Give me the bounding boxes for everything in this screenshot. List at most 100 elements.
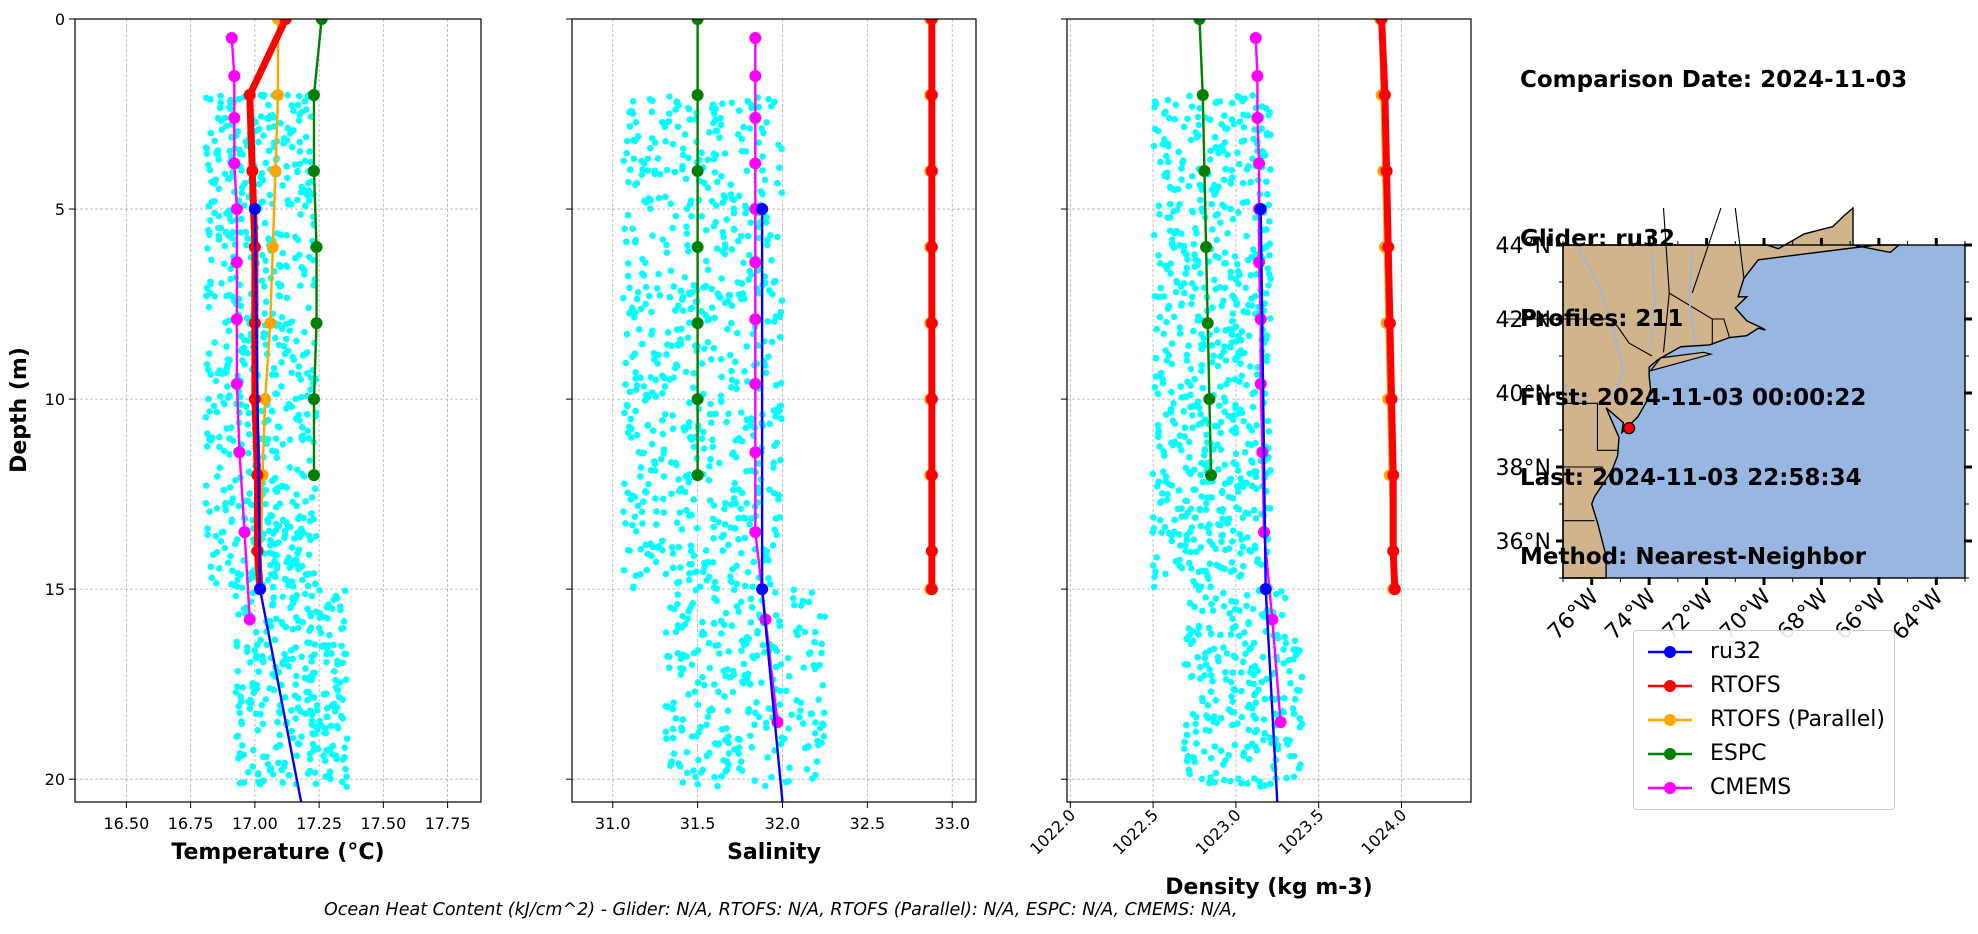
glider-point [207,280,214,288]
glider-point [1266,734,1273,741]
glider-point [1214,653,1222,661]
glider-point [733,385,740,392]
glider-point [764,754,771,761]
glider-point [679,779,687,786]
glider-point [695,756,702,764]
glider-point [1217,714,1225,722]
glider-point [818,640,826,648]
glider-point [1259,653,1267,661]
glider-point [703,576,711,584]
glider-point [681,131,689,138]
glider-point [307,612,315,620]
glider-point [1169,236,1176,243]
glider-point [1252,715,1259,722]
glider-point [1228,597,1235,605]
glider-point [661,383,669,390]
info-panel: Comparison Date: 2024-11-03 Glider: ru32… [1520,14,1907,597]
glider-point [1243,232,1250,240]
glider-point [1222,757,1229,764]
glider-point [289,599,297,607]
glider-point [213,150,220,157]
series-point [1254,203,1267,216]
glider-point [214,114,222,122]
glider-point [673,519,681,526]
glider-point [1265,111,1272,119]
glider-point [728,376,736,384]
glider-point [1155,293,1162,301]
glider-point [743,205,750,213]
glider-point [776,313,784,321]
glider-point [1156,313,1164,321]
glider-point [1249,92,1257,99]
glider-point [305,435,313,442]
glider-point [673,579,681,587]
glider-point [215,565,223,572]
glider-point [276,709,284,717]
series-point [315,19,328,25]
glider-point [302,498,309,505]
glider-point [216,104,224,112]
glider-point [1298,673,1306,681]
glider-point [1201,672,1208,679]
glider-point [1202,506,1210,514]
glider-point [709,101,717,108]
glider-point [1183,635,1190,643]
glider-point [226,147,234,155]
glider-point [796,713,803,721]
glider-point [712,410,719,418]
glider-point [710,523,718,531]
glider-point [1167,260,1175,267]
glider-point [678,325,685,333]
glider-point [1197,583,1205,590]
glider-point [1252,699,1260,706]
plot-area [202,19,351,802]
glider-point [1217,418,1225,426]
glider-point [646,144,654,152]
legend-item-ru32: ru32 [1640,637,1890,667]
glider-point [257,710,264,718]
glider-point [258,407,265,415]
glider-point [1212,187,1220,195]
glider-point [262,159,270,167]
glider-point [1296,647,1303,654]
glider-point [1183,731,1191,739]
glider-point [1239,483,1247,491]
glider-point [1198,459,1205,467]
glider-point [1209,226,1216,233]
series-point [269,165,282,178]
glider-point [220,260,228,268]
y-tick-label: 5 [55,200,65,219]
y-tick-label: 10 [45,390,65,409]
glider-point [1196,104,1204,112]
glider-point [262,341,270,348]
glider-point [765,557,772,564]
glider-point [747,595,755,603]
series-rtofs [925,19,938,596]
glider-point [1250,639,1258,647]
glider-point [288,727,295,735]
glider-point [1265,270,1273,278]
glider-point [1160,468,1167,475]
glider-point [1188,293,1196,301]
glider-point [327,722,335,730]
glider-point [1230,652,1238,660]
glider-point [238,742,246,749]
glider-point [736,736,743,743]
glider-point [710,110,718,117]
glider-point [1187,548,1195,556]
glider-point [1248,740,1256,747]
glider-point [1207,754,1215,762]
glider-point [213,579,220,587]
glider-point [1179,159,1186,167]
glider-point [1259,736,1267,744]
legend-marker-icon [1648,748,1692,760]
glider-point [1222,398,1229,405]
series-point [1380,165,1393,178]
glider-point [1197,410,1204,418]
glider-point [306,148,313,155]
glider-point [684,241,691,249]
glider-point [624,211,632,219]
glider-point [705,640,713,647]
glider-point [280,342,288,350]
